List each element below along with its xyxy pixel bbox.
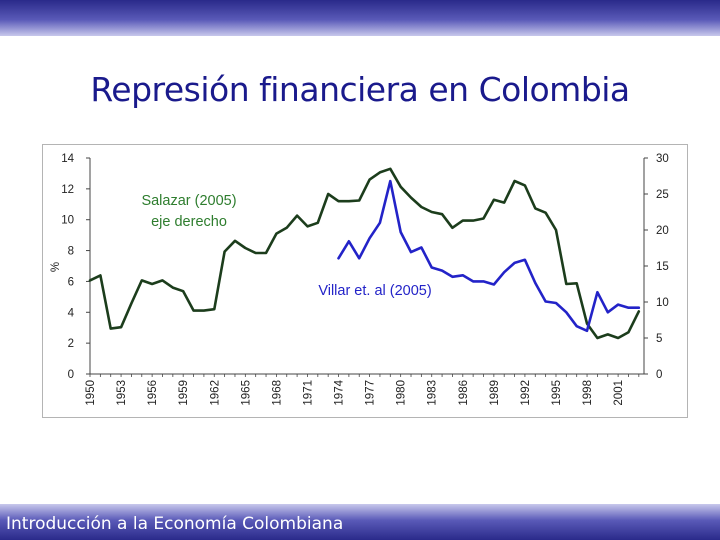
x-tick-label: 1980 bbox=[396, 380, 408, 406]
right-tick-label: 0 bbox=[656, 369, 662, 381]
chart-axes: % bbox=[50, 158, 645, 375]
left-tick-label: 14 bbox=[61, 153, 74, 165]
chart-annotations: Salazar (2005) eje derecho Villar et. al (… bbox=[141, 193, 431, 299]
x-tick-label: 1950 bbox=[85, 380, 97, 406]
x-tick-label: 1989 bbox=[489, 380, 501, 406]
left-axis-ticks: 0 2 4 6 8 10 12 14 bbox=[61, 153, 90, 381]
right-tick-label: 10 bbox=[656, 297, 669, 309]
x-tick-label: 1968 bbox=[271, 380, 283, 406]
x-tick-label: 1962 bbox=[209, 380, 221, 406]
villar-series-line bbox=[337, 179, 641, 333]
villar-annotation: Villar et. al (2005) bbox=[318, 283, 431, 299]
x-tick-label: 1992 bbox=[520, 380, 532, 406]
left-tick-label: 8 bbox=[68, 246, 74, 258]
x-tick-label: 1965 bbox=[240, 380, 252, 406]
left-tick-label: 10 bbox=[61, 215, 74, 227]
salazar-axis-note: eje derecho bbox=[151, 214, 227, 230]
x-tick-label: 2001 bbox=[613, 380, 625, 406]
right-tick-label: 30 bbox=[656, 153, 669, 165]
left-tick-label: 12 bbox=[61, 184, 74, 196]
right-tick-label: 20 bbox=[656, 225, 669, 237]
footer-text: Introducción a la Economía Colombiana bbox=[6, 514, 344, 534]
salazar-annotation: Salazar (2005) bbox=[141, 193, 236, 209]
header-band bbox=[0, 0, 720, 36]
x-axis-ticks: 1950 1953 1956 1959 1962 1965 1968 1971 1974 1977… bbox=[85, 374, 640, 406]
right-axis-ticks: 0 5 10 15 20 25 30 bbox=[644, 153, 669, 381]
slide-title: Represión financiera en Colombia bbox=[90, 70, 630, 109]
x-tick-label: 1977 bbox=[365, 380, 377, 406]
chart-series bbox=[88, 167, 641, 340]
x-tick-label: 1971 bbox=[302, 380, 314, 406]
left-tick-label: 4 bbox=[68, 307, 75, 319]
left-tick-label: 2 bbox=[68, 338, 74, 350]
x-tick-label: 1983 bbox=[427, 380, 439, 406]
left-tick-label: 0 bbox=[68, 369, 74, 381]
x-tick-label: 1956 bbox=[147, 380, 159, 406]
y-axis-label: % bbox=[50, 262, 62, 272]
footer-band bbox=[0, 504, 720, 540]
x-tick-label: 1986 bbox=[458, 380, 470, 406]
left-tick-label: 6 bbox=[68, 276, 74, 288]
right-tick-label: 5 bbox=[656, 333, 662, 345]
x-tick-label: 1959 bbox=[178, 380, 190, 406]
chart-frame: % 0 2 4 6 8 10 12 14 0 5 10 15 20 25 30 1950 1953 1956 1… bbox=[42, 144, 688, 418]
x-tick-label: 1995 bbox=[551, 380, 563, 406]
right-tick-label: 25 bbox=[656, 189, 669, 201]
right-tick-label: 15 bbox=[656, 261, 669, 273]
x-tick-label: 1998 bbox=[582, 380, 594, 406]
x-tick-label: 1953 bbox=[116, 380, 128, 406]
salazar-series-line bbox=[88, 167, 641, 340]
x-tick-label: 1974 bbox=[334, 379, 346, 405]
